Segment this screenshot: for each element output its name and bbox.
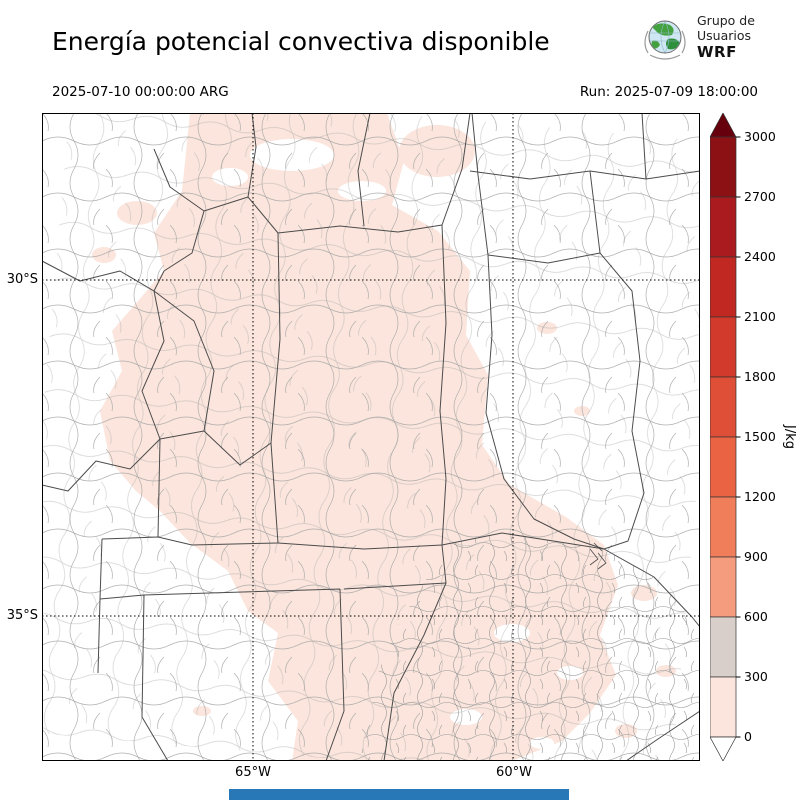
time-row: 2025-07-10 00:00:00 ARG Run: 2025-07-09 … (52, 84, 758, 100)
svg-text:2100: 2100 (744, 309, 776, 324)
lon-tick-65w: 65°W (235, 765, 271, 780)
wrf-logo: Grupo de Usuarios WRF (640, 13, 755, 63)
svg-text:0: 0 (744, 729, 752, 744)
svg-text:2700: 2700 (744, 189, 776, 204)
lat-tick-30s: 30°S (6, 272, 38, 287)
colorbar: 3000 2700 2400 2100 1800 1500 1200 900 6… (710, 113, 797, 761)
logo-line-2: Usuarios (697, 28, 752, 44)
svg-text:1200: 1200 (744, 489, 776, 504)
map-panel (42, 113, 700, 761)
svg-text:1500: 1500 (744, 429, 776, 444)
province-borders (42, 113, 700, 761)
valid-time-label: 2025-07-10 00:00:00 ARG (52, 84, 229, 100)
graticule (42, 113, 700, 761)
svg-text:3000: 3000 (744, 129, 776, 144)
colorbar-tick-labels: 3000 2700 2400 2100 1800 1500 1200 900 6… (744, 129, 776, 744)
colorbar-segments (710, 136, 737, 738)
logo-line-3: WRF (697, 42, 737, 61)
svg-text:2400: 2400 (744, 249, 776, 264)
logo-line-1: Grupo de (697, 13, 755, 29)
lon-tick-60w: 60°W (496, 765, 532, 780)
colorbar-unit-label: J/kg (782, 424, 797, 449)
map-frame (42, 113, 700, 761)
footer-bar (229, 789, 569, 800)
cape-map (42, 113, 700, 761)
svg-text:600: 600 (744, 609, 768, 624)
svg-text:300: 300 (744, 669, 768, 684)
colorbar-under-arrow (710, 736, 737, 761)
page-title: Energía potencial convectiva disponible (52, 27, 550, 56)
svg-text:1800: 1800 (744, 369, 776, 384)
colorbar-over-arrow (710, 113, 737, 138)
colorbar-tick-marks (736, 136, 741, 738)
lat-tick-35s: 35°S (6, 608, 38, 623)
run-time-label: Run: 2025-07-09 18:00:00 (579, 84, 758, 100)
svg-text:900: 900 (744, 549, 768, 564)
wrf-globe-icon (644, 20, 686, 60)
